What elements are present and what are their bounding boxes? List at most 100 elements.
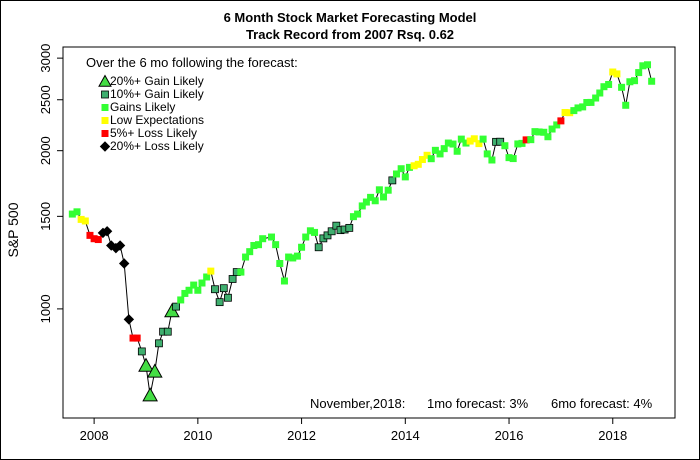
data-point — [255, 241, 263, 249]
plot-frame — [62, 46, 676, 419]
data-point — [449, 140, 457, 148]
data-point — [327, 227, 336, 236]
data-point — [242, 253, 250, 261]
x-tick-label: 2014 — [391, 428, 420, 443]
y-tick-label: 2500 — [38, 85, 53, 114]
y-tick-label: 1000 — [38, 294, 53, 323]
data-point — [198, 279, 206, 287]
data-point — [181, 289, 189, 297]
data-point — [423, 151, 431, 159]
legend-title: Over the 6 mo following the forecast: — [86, 55, 298, 70]
data-point — [635, 69, 643, 77]
data-point — [488, 156, 496, 164]
data-point — [540, 128, 548, 136]
data-point — [114, 240, 126, 251]
legend-label: 10%+ Gain Likely — [110, 87, 204, 101]
data-point — [280, 277, 288, 285]
data-point — [293, 252, 301, 260]
data-point — [142, 387, 158, 402]
data-point — [332, 221, 341, 230]
x-tick-label: 2008 — [80, 428, 109, 443]
data-point — [444, 139, 452, 147]
data-point — [81, 217, 89, 225]
data-point — [531, 128, 539, 136]
forecast-month: November,2018: — [310, 396, 406, 411]
data-point — [207, 267, 215, 275]
data-point — [358, 202, 366, 210]
data-point — [94, 236, 102, 244]
data-point — [224, 293, 232, 302]
data-point — [137, 347, 146, 356]
data-point — [644, 61, 652, 69]
data-point — [211, 285, 219, 294]
data-point — [133, 334, 141, 342]
data-point — [501, 142, 509, 150]
data-point — [453, 147, 461, 155]
data-point — [77, 215, 85, 223]
data-point — [228, 275, 237, 283]
data-point — [259, 235, 267, 243]
data-point — [302, 233, 310, 241]
data-point — [518, 139, 526, 147]
data-point — [194, 286, 202, 294]
x-tick-label: 2012 — [287, 428, 316, 443]
data-point — [414, 160, 422, 168]
data-point — [401, 173, 409, 181]
data-point — [557, 117, 565, 125]
y-tick-label: 1500 — [38, 202, 53, 231]
data-point — [219, 284, 228, 293]
data-point — [561, 109, 569, 117]
data-point — [431, 146, 439, 154]
x-tick-label: 2016 — [495, 428, 524, 443]
data-point — [410, 162, 418, 170]
data-point — [101, 226, 113, 237]
data-point — [626, 78, 634, 86]
data-point — [388, 176, 397, 185]
data-point — [527, 136, 535, 144]
data-point — [622, 101, 630, 109]
legend-label: Gains Likely — [110, 100, 176, 114]
chart-subtitle: Track Record from 2007 Rsq. 0.62 — [245, 27, 455, 42]
data-point — [631, 77, 639, 85]
data-point — [250, 242, 258, 250]
data-point — [375, 186, 383, 194]
data-point — [172, 302, 180, 311]
data-point — [466, 137, 474, 145]
data-point — [509, 155, 517, 163]
data-point — [570, 107, 578, 115]
data-point — [600, 83, 608, 91]
data-point — [574, 104, 582, 112]
data-point — [345, 223, 354, 232]
data-point — [90, 235, 98, 243]
data-point — [596, 89, 604, 97]
data-point — [397, 165, 405, 173]
data-point — [462, 139, 470, 147]
data-point — [298, 243, 306, 251]
data-point — [605, 80, 613, 88]
data-point — [548, 125, 556, 133]
data-point — [146, 363, 163, 378]
data-point — [566, 109, 574, 117]
data-point — [86, 231, 94, 239]
data-point — [118, 258, 130, 269]
legend-marker — [101, 90, 109, 99]
legend-marker — [101, 117, 109, 124]
data-point — [272, 241, 280, 249]
data-point — [475, 140, 483, 148]
data-point — [138, 357, 154, 372]
data-point — [618, 83, 626, 91]
data-point — [185, 286, 193, 294]
data-point — [354, 210, 362, 218]
data-point — [314, 243, 323, 252]
legend-marker — [101, 130, 109, 137]
data-point — [362, 198, 370, 206]
data-point — [583, 99, 591, 107]
data-point — [289, 254, 297, 262]
data-point — [483, 150, 491, 158]
data-point — [367, 193, 375, 201]
data-point — [267, 233, 275, 241]
legend-marker — [101, 104, 109, 111]
data-point — [609, 68, 617, 76]
data-point — [405, 163, 413, 171]
